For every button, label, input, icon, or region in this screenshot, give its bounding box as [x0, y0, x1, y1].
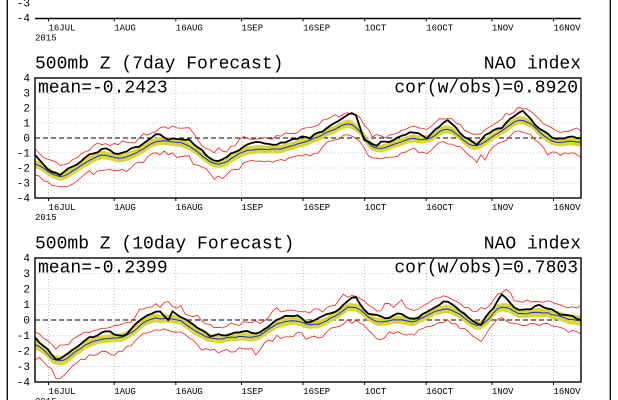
svg-text:2015: 2015	[35, 34, 57, 44]
svg-text:-2: -2	[17, 164, 30, 176]
svg-text:16SEP: 16SEP	[303, 24, 330, 34]
svg-text:16SEP: 16SEP	[303, 387, 330, 397]
svg-text:500mb Z (7day Forecast): 500mb Z (7day Forecast)	[35, 55, 283, 75]
svg-text:2: 2	[23, 104, 30, 116]
svg-text:500mb Z (10day Forecast): 500mb Z (10day Forecast)	[35, 235, 294, 255]
svg-text:16NOV: 16NOV	[554, 24, 582, 34]
svg-text:16OCT: 16OCT	[426, 203, 454, 213]
svg-text:16SEP: 16SEP	[303, 203, 330, 213]
svg-text:-3: -3	[17, 0, 30, 11]
svg-text:3: 3	[23, 89, 30, 101]
svg-text:-3: -3	[17, 179, 30, 191]
svg-text:-2: -2	[17, 347, 30, 359]
svg-text:16JUL: 16JUL	[49, 24, 76, 34]
svg-text:16AUG: 16AUG	[176, 203, 203, 213]
svg-text:1AUG: 1AUG	[114, 203, 136, 213]
svg-text:16JUL: 16JUL	[49, 203, 76, 213]
svg-text:-4: -4	[17, 14, 31, 26]
svg-text:1NOV: 1NOV	[492, 387, 514, 397]
svg-text:1NOV: 1NOV	[492, 203, 514, 213]
svg-text:1AUG: 1AUG	[114, 24, 136, 34]
svg-text:1OCT: 1OCT	[365, 387, 387, 397]
svg-text:1SEP: 1SEP	[242, 387, 264, 397]
svg-text:16AUG: 16AUG	[176, 387, 203, 397]
svg-text:cor(w/obs)=0.8920: cor(w/obs)=0.8920	[394, 79, 578, 99]
svg-text:2015: 2015	[35, 213, 57, 223]
svg-text:cor(w/obs)=0.7803: cor(w/obs)=0.7803	[394, 259, 578, 279]
svg-text:1: 1	[23, 119, 30, 131]
svg-text:16NOV: 16NOV	[554, 387, 582, 397]
svg-text:3: 3	[23, 269, 30, 281]
svg-text:mean=-0.2399: mean=-0.2399	[38, 259, 168, 279]
svg-text:mean=-0.2423: mean=-0.2423	[38, 79, 168, 99]
svg-text:-1: -1	[17, 331, 31, 343]
svg-text:1SEP: 1SEP	[242, 203, 264, 213]
svg-text:1SEP: 1SEP	[242, 24, 264, 34]
svg-text:1AUG: 1AUG	[114, 387, 136, 397]
svg-text:0: 0	[23, 316, 30, 328]
svg-text:1OCT: 1OCT	[365, 203, 387, 213]
svg-text:NAO index: NAO index	[484, 55, 581, 75]
svg-text:-4: -4	[17, 378, 31, 390]
svg-text:2: 2	[23, 285, 30, 297]
svg-text:4: 4	[23, 254, 30, 266]
svg-text:16OCT: 16OCT	[426, 387, 454, 397]
svg-text:0: 0	[23, 134, 30, 146]
svg-text:16AUG: 16AUG	[176, 24, 203, 34]
svg-text:NAO index: NAO index	[484, 235, 581, 255]
svg-text:16OCT: 16OCT	[426, 24, 454, 34]
svg-text:16NOV: 16NOV	[554, 203, 582, 213]
svg-text:1NOV: 1NOV	[492, 24, 514, 34]
svg-text:1: 1	[23, 300, 30, 312]
svg-text:-1: -1	[17, 149, 31, 161]
svg-text:16JUL: 16JUL	[49, 387, 76, 397]
svg-text:-4: -4	[17, 194, 31, 206]
svg-text:1OCT: 1OCT	[365, 24, 387, 34]
svg-text:-3: -3	[17, 362, 30, 374]
svg-text:4: 4	[23, 74, 30, 86]
